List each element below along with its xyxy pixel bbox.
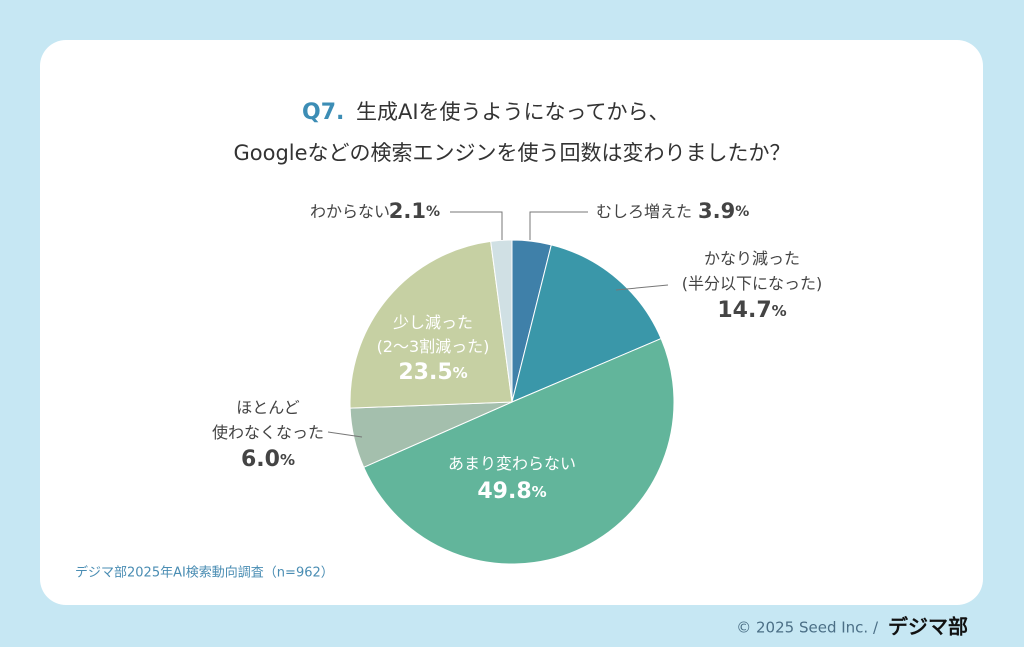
value-label: 3.9% — [698, 199, 749, 223]
value-label: 49.8% — [477, 479, 546, 504]
leader-line — [327, 431, 363, 438]
chart-title: 生成AIを使うようになってから、 Googleなどの検索エンジンを使う回数は変わり… — [233, 100, 790, 165]
copyright: © 2025 Seed Inc. / — [736, 619, 879, 637]
category-label: あまり変わらない — [448, 454, 576, 473]
value-label: 23.5% — [398, 360, 467, 385]
question-number: Q7. — [302, 100, 344, 125]
value-label: 2.1% — [389, 199, 440, 223]
category-label: むしろ増えた — [596, 202, 692, 221]
category-label: 少し減った(2〜3割減った) — [377, 313, 490, 356]
category-label: ほとんど使わなくなった — [212, 398, 324, 442]
category-label: わからない — [310, 202, 390, 221]
leader-line — [450, 211, 503, 240]
leader-line — [615, 284, 669, 291]
pie-slice — [511, 244, 662, 403]
value-label: 14.7% — [717, 298, 786, 323]
leader-line — [529, 211, 588, 240]
value-label: 6.0% — [241, 447, 295, 472]
pie-slice — [490, 239, 513, 403]
pie-slice — [349, 240, 513, 409]
source: デジマ部2025年AI検索動向調査（n=962） — [75, 565, 334, 581]
logo: デジマ部 — [888, 615, 968, 639]
pie-slice — [363, 337, 675, 565]
category-label: かなり減った(半分以下になった) — [682, 249, 823, 293]
